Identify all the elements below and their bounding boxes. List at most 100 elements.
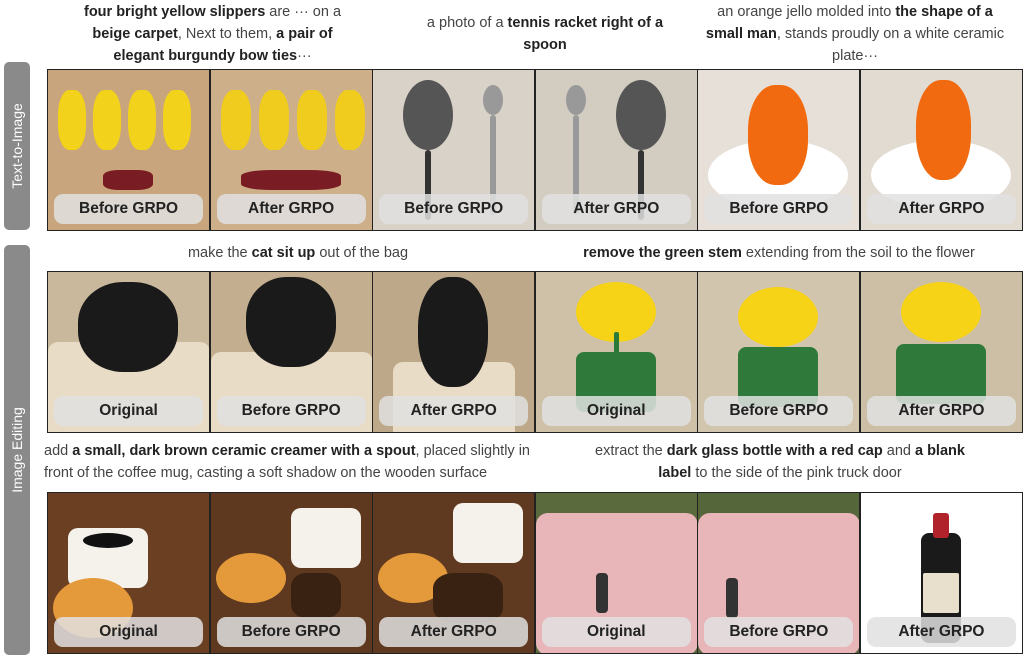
image-content	[572, 115, 579, 215]
image-content	[425, 150, 432, 220]
image-editing-text: Image Editing	[9, 407, 26, 493]
image-editing-label: Image Editing	[4, 245, 30, 655]
caption-segment: make the	[187, 245, 252, 261]
image-label: After GRPO	[379, 617, 529, 647]
image-content	[726, 578, 739, 618]
caption-racket: a photo of a tennis racket right of a sp…	[420, 12, 670, 56]
image-content	[128, 90, 156, 150]
result-image: Before GRPO	[373, 70, 535, 230]
image-content	[58, 90, 86, 150]
result-image: After GRPO	[535, 70, 697, 230]
caption-segment: a small, dark brown ceramic creamer with…	[72, 443, 416, 459]
image-label: After GRPO	[216, 194, 366, 224]
image-label: Original	[541, 396, 691, 426]
image-content	[215, 553, 286, 603]
result-image: Before GRPO	[698, 70, 860, 230]
result-image: Before GRPO	[210, 493, 372, 653]
result-image: Original	[48, 272, 210, 432]
image-label: Before GRPO	[379, 194, 529, 224]
image-content	[78, 282, 178, 372]
image-content	[240, 170, 341, 190]
image-label: After GRPO	[866, 617, 1016, 647]
caption-segment: remove the green stem	[583, 245, 742, 261]
result-image: Original	[48, 493, 210, 653]
caption-segment: dark glass bottle with a red cap	[666, 443, 883, 459]
result-image: Before GRPO	[698, 272, 860, 432]
caption-segment: to the side of the pink truck door	[691, 465, 902, 481]
image-content	[748, 85, 809, 185]
image-content	[932, 513, 949, 538]
result-image: Before GRPO	[48, 70, 210, 230]
caption-segment: add	[44, 443, 73, 459]
result-image: After GRPO	[860, 272, 1022, 432]
result-image: After GRPO	[373, 272, 535, 432]
result-image: After GRPO	[860, 70, 1022, 230]
caption-segment: extending from the soil to the flower	[741, 245, 975, 261]
image-content	[403, 80, 454, 150]
image-content	[334, 90, 365, 150]
image-content	[163, 90, 191, 150]
result-image: Before GRPO	[698, 493, 860, 653]
image-content	[103, 170, 153, 190]
caption-bottle: extract the dark glass bottle with a red…	[590, 440, 970, 484]
caption-segment: a photo of a	[426, 15, 508, 31]
image-content	[290, 508, 361, 568]
image-content	[483, 85, 504, 115]
caption-coffee: add a small, dark brown ceramic creamer …	[44, 440, 544, 484]
caption-flower: remove the green stem extending from the…	[536, 242, 1022, 264]
image-content	[83, 533, 133, 548]
image-content	[93, 90, 121, 150]
image-content	[738, 287, 819, 347]
image-label: Before GRPO	[704, 194, 854, 224]
image-content	[433, 573, 504, 623]
caption-segment: a blank label	[658, 443, 965, 481]
caption-segment: ···	[297, 48, 312, 64]
image-content	[915, 80, 971, 180]
caption-segment: the shape of a small man	[705, 4, 993, 42]
caption-segment: out of the bag	[315, 245, 409, 261]
image-content	[900, 282, 981, 342]
image-content	[245, 277, 336, 367]
image-label: Original	[54, 396, 204, 426]
image-content	[290, 573, 341, 618]
image-label: After GRPO	[866, 396, 1016, 426]
result-image: Original	[535, 493, 697, 653]
text-to-image-label: Text-to-Image	[4, 62, 30, 230]
image-label: Before GRPO	[704, 617, 854, 647]
image-label: After GRPO	[541, 194, 691, 224]
caption-segment: , placed slightly in front of the coffee…	[44, 443, 530, 481]
result-image: After GRPO	[373, 493, 535, 653]
coffee-bottle-edit-row: Original Before GRPO After GRPO Original Bef…	[47, 492, 1023, 654]
caption-segment: an orange jello molded into	[717, 4, 896, 20]
result-image: After GRPO	[210, 70, 372, 230]
caption-slippers: four bright yellow slippers are ··· on a…	[70, 1, 355, 67]
image-content	[418, 277, 489, 387]
cat-flower-edit-row: Original Before GRPO After GRPO Original Bef…	[47, 271, 1023, 433]
caption-segment: and	[882, 443, 915, 459]
caption-segment: a pair of elegant burgundy bow ties	[113, 26, 333, 64]
image-content	[895, 344, 986, 404]
image-content	[922, 573, 959, 613]
image-content	[296, 90, 327, 150]
image-label: Original	[54, 617, 204, 647]
caption-segment: , stands proudly on a white ceramic plat…	[776, 26, 1005, 64]
image-label: Original	[541, 617, 691, 647]
caption-segment: four bright yellow slippers	[83, 4, 266, 20]
image-content	[453, 503, 524, 563]
image-label: Before GRPO	[54, 194, 204, 224]
caption-cat: make the cat sit up out of the bag	[48, 242, 548, 264]
image-content	[490, 115, 497, 215]
image-content	[595, 573, 608, 613]
image-content	[258, 90, 289, 150]
image-label: Before GRPO	[216, 396, 366, 426]
image-label: Before GRPO	[216, 617, 366, 647]
result-image: Before GRPO	[210, 272, 372, 432]
image-label: After GRPO	[379, 396, 529, 426]
image-label: Before GRPO	[704, 396, 854, 426]
caption-segment: tennis racket right of a spoon	[507, 15, 664, 53]
caption-segment: extract the	[595, 443, 667, 459]
result-image: Original	[535, 272, 697, 432]
text-to-image-text: Text-to-Image	[9, 103, 25, 189]
image-content	[613, 332, 619, 362]
caption-segment: are ··· on a	[265, 4, 342, 20]
